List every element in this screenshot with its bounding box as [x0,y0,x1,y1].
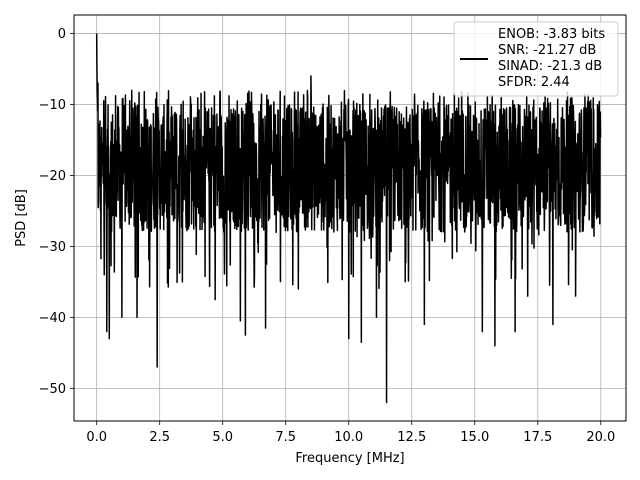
y-tick-label: −30 [39,240,66,255]
x-tick-label: 2.5 [149,430,170,445]
legend-entry-sinad: SINAD: -21.3 dB [498,59,602,74]
legend-entry-sfdr: SFDR: 2.44 [498,75,570,90]
y-tick-label: −20 [39,169,66,184]
y-tick-label: −10 [39,98,66,113]
y-axis: 0 −10 −20 −30 −40 −50 [39,27,74,397]
x-tick-label: 0.0 [86,430,107,445]
x-tick-label: 5.0 [212,430,233,445]
legend-box [453,21,619,97]
x-axis-label: Frequency [MHz] [295,451,404,466]
legend-entry-snr: SNR: -21.27 dB [498,43,596,58]
x-tick-label: 17.5 [523,430,552,445]
x-axis: 0.0 2.5 5.0 7.5 10.0 12.5 15.0 17.5 20.0 [86,421,615,445]
plot-frame [73,14,627,422]
x-tick-label: 10.0 [334,430,363,445]
x-tick-label: 12.5 [397,430,426,445]
series-layer [95,33,602,404]
x-tick-label: 20.0 [586,430,615,445]
x-tick-label: 7.5 [275,430,296,445]
y-tick-label: −40 [39,311,66,326]
legend: ENOB: -3.83 bits SNR: -21.27 dB SINAD: -… [453,21,619,97]
legend-entry-enob: ENOB: -3.83 bits [498,27,605,42]
y-tick-label: 0 [58,27,66,42]
psd-series-line [95,33,602,404]
x-tick-label: 15.0 [460,430,489,445]
y-axis-label: PSD [dB] [14,189,29,247]
y-tick-label: −50 [39,382,66,397]
